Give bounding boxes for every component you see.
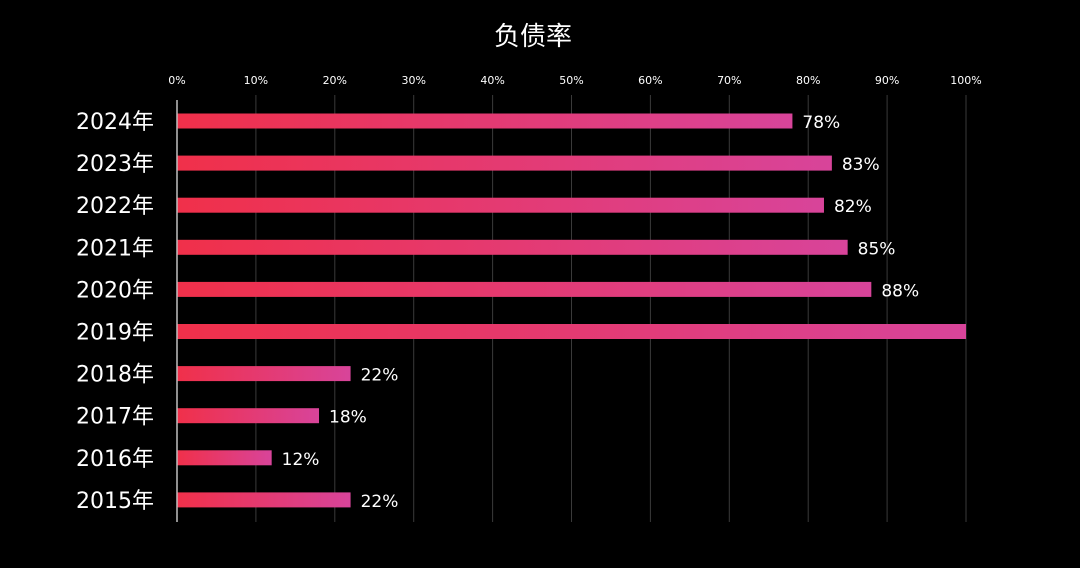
bars [177, 113, 966, 508]
value-label: 12% [282, 450, 320, 470]
value-label: 83% [842, 155, 880, 175]
x-tick-label: 50% [559, 74, 583, 87]
bar [177, 197, 824, 213]
category-label: 2023年 [76, 152, 154, 177]
value-label: 88% [881, 281, 919, 301]
value-label: 18% [329, 408, 367, 428]
category-label: 2022年 [76, 194, 154, 219]
category-label: 2024年 [76, 110, 154, 135]
category-label: 2016年 [76, 447, 154, 472]
category-label: 2021年 [76, 236, 154, 261]
x-tick-label: 70% [717, 74, 741, 87]
category-label: 2020年 [76, 278, 154, 303]
bar [177, 113, 793, 129]
y-axis-categories: 2024年 2023年 2022年 2021年 2020年 2019年 2018年 2017年… [76, 110, 154, 514]
x-tick-label: 40% [480, 74, 504, 87]
value-label: 85% [858, 239, 896, 259]
bar [177, 324, 966, 339]
chart-title: 负债率 [494, 22, 572, 52]
bar [177, 450, 272, 466]
category-label: 2018年 [76, 363, 154, 388]
value-label: 22% [361, 492, 399, 512]
bar [177, 366, 351, 382]
category-label: 2017年 [76, 405, 154, 430]
x-tick-label: 20% [323, 74, 347, 87]
x-tick-label: 0% [168, 74, 185, 87]
bar [177, 239, 848, 255]
value-label: 78% [802, 113, 840, 133]
x-tick-label: 30% [401, 74, 425, 87]
value-labels: 78% 83% 82% 85% 88% 22% 18% 12% 22% [282, 113, 919, 512]
category-label: 2015年 [76, 489, 154, 514]
x-tick-label: 10% [244, 74, 268, 87]
x-tick-label: 100% [950, 74, 981, 87]
bar [177, 492, 351, 508]
value-label: 82% [834, 197, 872, 217]
x-tick-label: 60% [638, 74, 662, 87]
x-axis-ticks: 0% 10% 20% 30% 40% 50% 60% 70% 80% 90% 100% [168, 74, 981, 87]
bar [177, 281, 872, 297]
bar [177, 408, 320, 424]
category-label: 2019年 [76, 321, 154, 346]
bar [177, 155, 832, 171]
x-tick-label: 80% [796, 74, 820, 87]
value-label: 22% [361, 366, 399, 386]
x-tick-label: 90% [875, 74, 899, 87]
